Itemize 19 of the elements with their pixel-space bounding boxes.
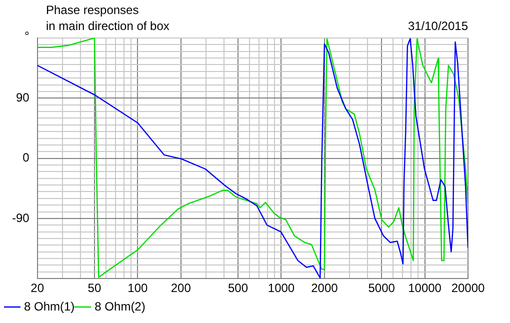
- x-tick-label: 200: [170, 281, 192, 296]
- chart-title: Phase responses: [46, 3, 139, 17]
- x-tick-label: 50: [88, 281, 102, 296]
- legend-label: 8 Ohm(1): [24, 299, 75, 314]
- x-tick-label: 20: [30, 281, 44, 296]
- y-axis-title: °: [24, 29, 30, 43]
- x-tick-label: 100: [128, 281, 148, 296]
- y-tick-label: 90: [16, 90, 30, 104]
- x-tick-label: 10000: [408, 281, 442, 296]
- y-tick-label: -90: [12, 210, 30, 225]
- y-tick-label: 0: [22, 150, 30, 165]
- x-tick-label: 1000: [268, 281, 295, 296]
- text: 31/10/2015: [408, 19, 468, 33]
- legend-label: 8 Ohm(2): [94, 299, 146, 314]
- chart-subtitle: in main direction of box: [46, 19, 170, 33]
- x-tick-label: 500: [228, 281, 248, 296]
- x-tick-label: 20000: [451, 281, 486, 296]
- x-tick-label: 2000: [311, 281, 338, 296]
- x-tick-label: 5000: [368, 281, 396, 296]
